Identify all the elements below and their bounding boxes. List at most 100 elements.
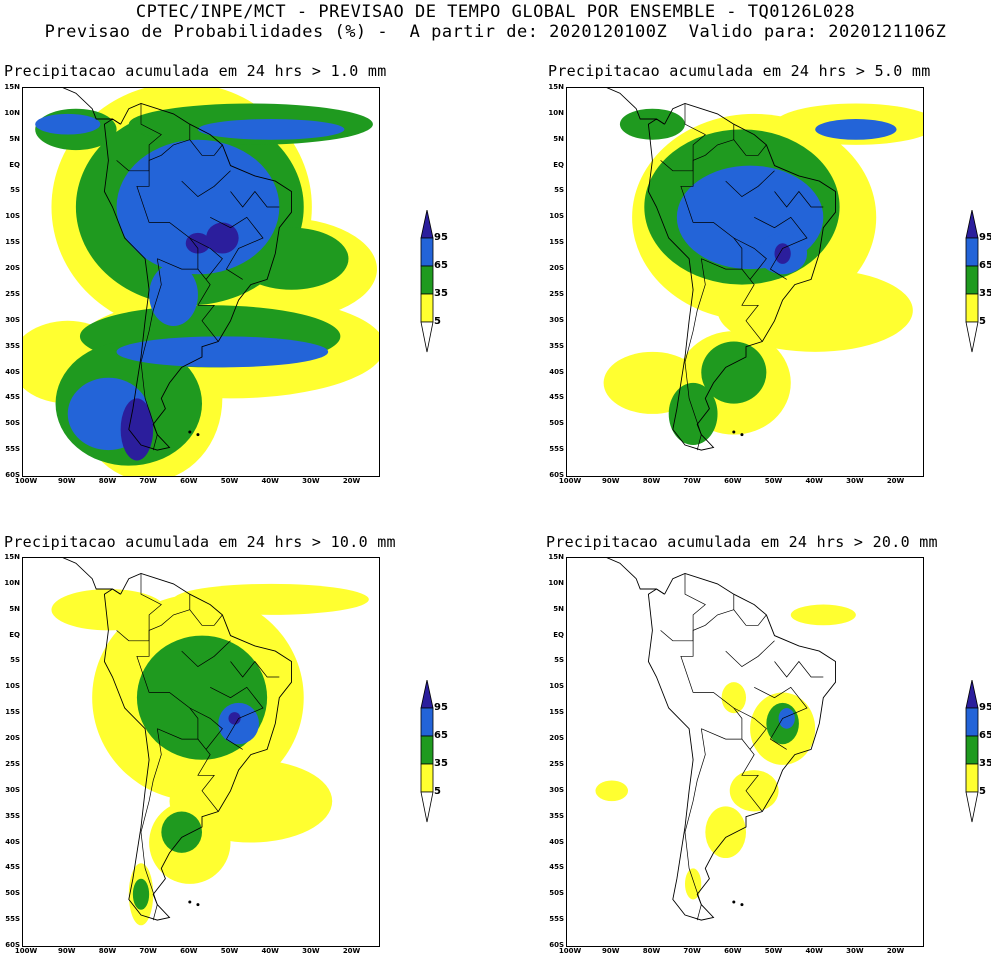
legend-swatch xyxy=(965,321,979,353)
country-border xyxy=(725,640,775,668)
prob-65-95-area xyxy=(815,119,897,140)
legend-label: 65 xyxy=(434,260,448,271)
central-america-coastline xyxy=(62,88,121,125)
lon-tick-label: 100W xyxy=(558,477,582,485)
legend-swatch xyxy=(965,210,979,239)
country-border xyxy=(733,707,767,750)
coastline xyxy=(103,573,292,921)
lon-tick-label: 20W xyxy=(342,947,361,955)
lon-tick-label: 70W xyxy=(683,477,701,485)
panel-title: Precipitacao acumulada em 24 hrs > 20.0 … xyxy=(546,533,938,551)
lat-tick-label: 10N xyxy=(4,108,20,117)
lat-tick-label: 15S xyxy=(5,708,20,717)
probability-legend: 95 65 35 5 xyxy=(965,680,991,825)
country-border xyxy=(684,258,706,451)
lon-tick-label: 80W xyxy=(642,947,661,955)
lon-tick-label: 60W xyxy=(724,947,742,955)
prob-5-35-area xyxy=(51,589,166,631)
legend-swatch xyxy=(420,791,434,823)
island xyxy=(188,430,192,434)
prob-65-95-area xyxy=(197,119,345,140)
central-america-coastline xyxy=(606,558,665,595)
country-border xyxy=(197,738,219,812)
lat-tick-label: 40S xyxy=(5,367,20,376)
lon-tick-label: 80W xyxy=(98,477,117,485)
lat-tick-label: 40S xyxy=(5,837,20,846)
header-line-1: CPTEC/INPE/MCT - PREVISAO DE TEMPO GLOBA… xyxy=(135,2,856,22)
lon-tick-label: 80W xyxy=(98,947,117,955)
lat-tick-label: 60S xyxy=(5,471,20,479)
prob-95-area xyxy=(185,232,211,254)
lat-tick-label: EQ xyxy=(9,630,20,639)
legend-label: 5 xyxy=(979,786,986,797)
prob-5-35-area xyxy=(173,583,369,615)
country-border xyxy=(149,692,199,740)
prob-65-95-area xyxy=(218,702,259,745)
lat-tick-label: 45S xyxy=(549,863,564,872)
legend-label: 65 xyxy=(979,260,991,271)
central-america-coastline xyxy=(606,88,665,125)
prob-65-95-area xyxy=(116,139,280,275)
lat-tick-label: 10N xyxy=(4,578,20,587)
lon-tick-label: 30W xyxy=(302,947,320,955)
lat-tick-label: 50S xyxy=(549,419,564,428)
lon-tick-label: 30W xyxy=(302,477,320,485)
lat-tick-label: 5N xyxy=(9,134,20,143)
lat-tick-label: 5N xyxy=(9,604,20,613)
prob-5-35-area xyxy=(717,269,913,352)
probability-map xyxy=(22,87,380,477)
legend-swatch xyxy=(965,237,979,267)
lat-tick-label: 60S xyxy=(5,941,20,949)
lat-tick-label: 25S xyxy=(549,289,564,298)
country-border xyxy=(733,124,767,156)
lon-tick-label: 50W xyxy=(764,477,783,485)
country-border xyxy=(181,170,231,198)
country-border xyxy=(116,573,162,642)
probability-legend: 95 65 35 5 xyxy=(420,680,448,825)
lat-tick-label: EQ xyxy=(9,160,20,169)
lat-tick-label: 35S xyxy=(549,811,564,820)
lat-tick-label: 60S xyxy=(549,471,564,479)
coastline xyxy=(647,573,836,921)
lon-tick-label: 20W xyxy=(886,477,905,485)
legend-swatch xyxy=(420,265,434,295)
coastline xyxy=(647,103,836,451)
legend-swatch xyxy=(420,293,434,323)
prob-5-35-area xyxy=(684,868,702,900)
legend-swatch xyxy=(965,763,979,793)
prob-65-95-area xyxy=(35,113,101,135)
lat-tick-label: 55S xyxy=(549,915,564,924)
lat-tick-label: EQ xyxy=(553,630,564,639)
lon-tick-label: 50W xyxy=(220,477,239,485)
lon-tick-label: 40W xyxy=(805,947,823,955)
country-border xyxy=(774,660,824,678)
legend-swatch xyxy=(965,791,979,823)
lat-tick-label: 15N xyxy=(4,83,20,91)
country-border xyxy=(754,216,808,280)
prob-35-65-area xyxy=(132,878,150,910)
country-border xyxy=(741,738,763,812)
country-border xyxy=(733,237,767,280)
lon-tick-label: 90W xyxy=(58,477,76,485)
prob-5-35-area xyxy=(729,770,779,812)
legend-label: 5 xyxy=(434,786,441,797)
prob-5-35-area xyxy=(705,806,747,859)
island xyxy=(732,430,736,434)
prob-95-area xyxy=(206,222,239,254)
country-border xyxy=(210,216,264,280)
lat-tick-label: 50S xyxy=(549,889,564,898)
lat-tick-label: 25S xyxy=(5,289,20,298)
country-border xyxy=(197,268,219,342)
lat-tick-label: 5N xyxy=(553,604,564,613)
lat-tick-label: 35S xyxy=(5,811,20,820)
country-border xyxy=(140,728,162,921)
legend-swatch xyxy=(965,707,979,737)
coastline xyxy=(103,103,292,451)
lon-tick-label: 70W xyxy=(139,477,157,485)
lon-tick-label: 20W xyxy=(886,947,905,955)
prob-5-35-area xyxy=(721,682,747,714)
legend-label: 95 xyxy=(979,702,991,713)
legend-label: 35 xyxy=(434,758,448,769)
lon-tick-label: 90W xyxy=(602,947,620,955)
legend-label: 35 xyxy=(979,288,991,299)
